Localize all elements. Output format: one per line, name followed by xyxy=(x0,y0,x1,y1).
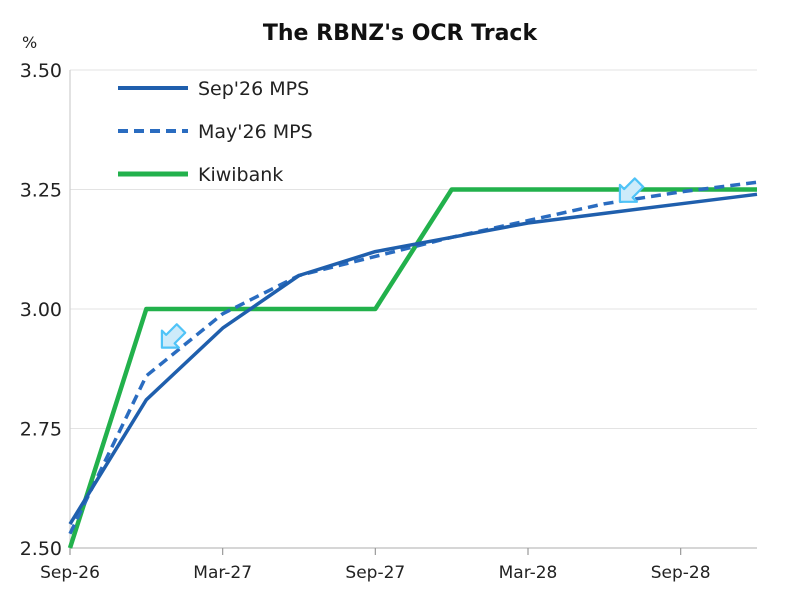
y-axis-unit: % xyxy=(22,33,37,52)
series-line-may-26-mps xyxy=(68,180,758,535)
axes xyxy=(69,70,757,555)
y-tick-label: 3.50 xyxy=(20,60,62,82)
legend-label: Kiwibank xyxy=(198,164,283,186)
x-tick-label: Mar-27 xyxy=(193,563,252,583)
y-tick-label: 2.50 xyxy=(20,538,62,560)
legend-label: May'26 MPS xyxy=(198,121,313,143)
annotations xyxy=(160,177,645,349)
x-tick-label: Mar-28 xyxy=(499,563,558,583)
x-tick-label: Sep-28 xyxy=(651,563,711,583)
x-tick-label: Sep-27 xyxy=(345,563,405,583)
annotation-arrow-1 xyxy=(160,323,187,349)
y-tick-label: 3.25 xyxy=(20,180,62,202)
series-line-sep-26-mps xyxy=(68,192,758,526)
arrow-shape xyxy=(160,323,187,349)
chart-title: The RBNZ's OCR Track xyxy=(263,21,539,46)
series-line-kiwibank xyxy=(67,187,757,549)
legend: Sep'26 MPS May'26 MPS Kiwibank xyxy=(118,78,313,186)
arrow-shape xyxy=(618,177,645,203)
x-tick-label: Sep-26 xyxy=(40,563,100,583)
y-tick-label: 2.75 xyxy=(20,419,62,441)
legend-label: Sep'26 MPS xyxy=(198,78,309,100)
tick-labels: 2.50 2.75 3.00 3.25 3.50 Sep-26 Mar-27 Sep-27 Ma… xyxy=(20,60,711,583)
y-tick-label: 3.00 xyxy=(20,299,62,321)
series-lines xyxy=(67,180,758,549)
annotation-arrow-2 xyxy=(618,177,645,203)
